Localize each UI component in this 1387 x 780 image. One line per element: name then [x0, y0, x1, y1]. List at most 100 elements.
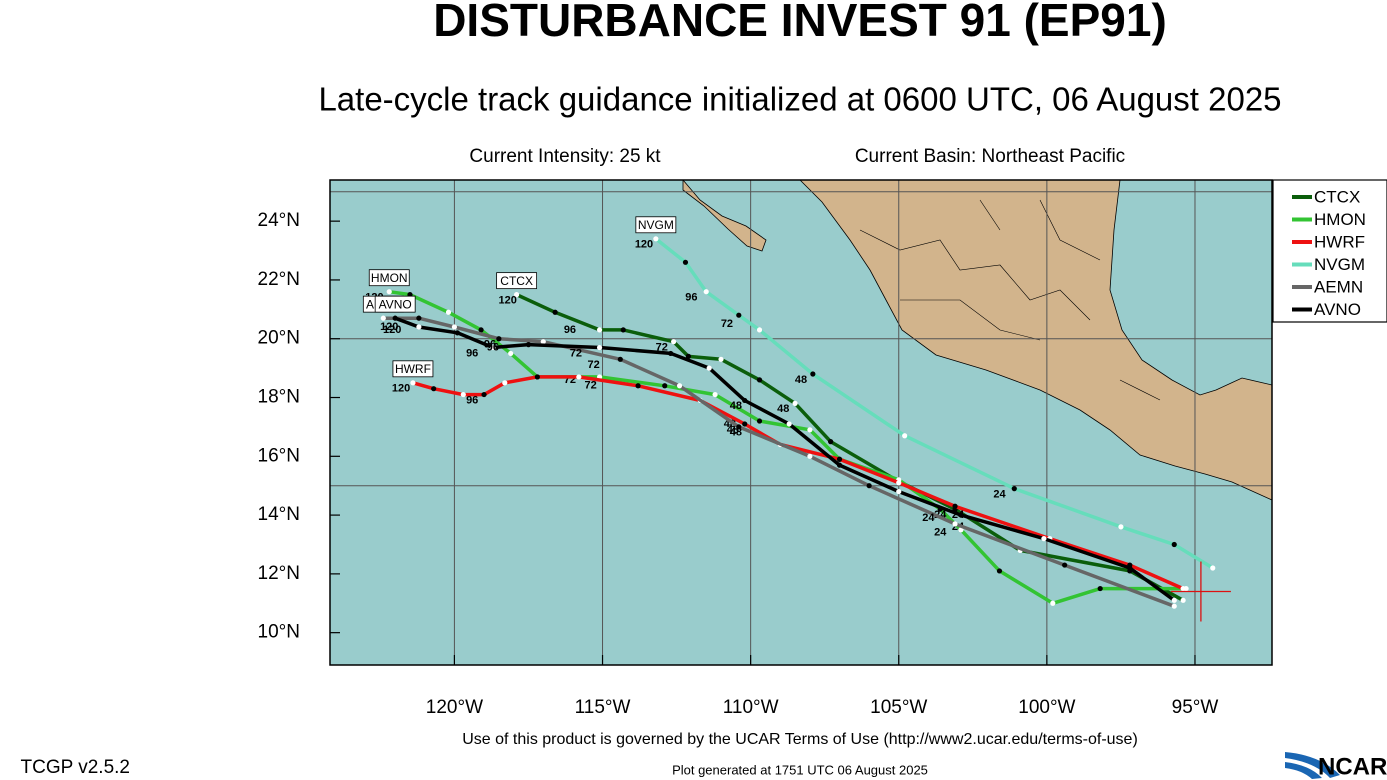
hour-label: 24: [993, 488, 1006, 500]
track-tag-box: [374, 295, 416, 313]
track-tag: CTCX: [500, 274, 533, 288]
track-point: [460, 391, 466, 398]
track-point: [635, 383, 641, 389]
track-point: [525, 342, 532, 348]
version: TCGP v2.5.2: [21, 757, 130, 778]
track-tag: HWRF: [395, 362, 431, 376]
track-tag-box: [635, 216, 677, 234]
track-point: [756, 418, 763, 424]
track-point: [552, 309, 558, 315]
track-line: [394, 316, 1176, 602]
hour-label: 120: [499, 294, 517, 306]
hour-label: 24: [934, 527, 947, 539]
generated: Plot generated at 1751 UTC 06 August 202…: [672, 762, 928, 777]
track-point: [756, 327, 763, 333]
hour-label: 120: [380, 321, 398, 333]
track-tag-box: [368, 269, 410, 287]
hour-label: 96: [466, 347, 478, 359]
x-tick-label: 120°W: [426, 697, 483, 718]
x-tick-label: 110°W: [723, 697, 779, 718]
track-point: [576, 374, 582, 380]
track-point: [807, 427, 813, 433]
x-tick-label: 115°W: [575, 697, 631, 718]
hour-label: 96: [487, 341, 499, 353]
track-tag-box: [392, 360, 434, 378]
land: [682, 180, 767, 252]
track-point: [952, 503, 958, 509]
track-point: [828, 439, 834, 445]
y-tick-label: 24°N: [258, 210, 300, 231]
hour-label: 72: [585, 380, 597, 392]
track-point: [1041, 536, 1047, 542]
hour-label: 120: [383, 324, 401, 336]
track-point: [617, 356, 623, 362]
track-point: [534, 374, 540, 380]
track-point: [596, 344, 603, 351]
track-tag-box: [496, 272, 538, 290]
track-point: [662, 383, 668, 389]
track-point: [380, 315, 386, 321]
hour-label: 48: [730, 400, 742, 412]
logo-swoosh: [1285, 752, 1340, 779]
track-point: [620, 327, 626, 333]
x-tick-label: 95°W: [1172, 697, 1219, 718]
intensity: Current Intensity: 25 kt: [469, 146, 661, 167]
track-point: [1050, 600, 1056, 606]
legend-label: HWRF: [1314, 232, 1365, 251]
track-point: [996, 568, 1003, 574]
track-point: [703, 289, 709, 295]
hour-label: 96: [685, 291, 697, 303]
track-point: [1180, 597, 1186, 603]
track-point: [736, 424, 742, 430]
track-point: [496, 336, 502, 342]
hour-label: 120: [392, 383, 410, 395]
track-point: [514, 292, 520, 298]
y-tick-label: 14°N: [258, 504, 300, 525]
track-point: [416, 324, 422, 330]
track-point: [896, 488, 902, 495]
track-tag: HMON: [371, 271, 408, 285]
y-tick-label: 10°N: [258, 622, 300, 643]
title: DISTURBANCE INVEST 91 (EP91): [433, 0, 1167, 46]
track-point: [807, 453, 813, 459]
track-point: [540, 339, 546, 345]
track-point: [792, 400, 798, 406]
track-point: [756, 377, 763, 383]
map-area: 120 96 72 48 24 CTCX 120 96 72 48 24 HMON 120 96 72 48 2…: [330, 180, 1272, 665]
y-tick-label: 22°N: [258, 269, 300, 290]
track-point: [896, 480, 902, 486]
track-point: [712, 391, 718, 398]
track-point: [1011, 486, 1017, 492]
track-point: [902, 433, 908, 439]
hour-label: 48: [795, 374, 807, 386]
track-point: [866, 483, 872, 489]
hour-label: 96: [466, 394, 478, 406]
track-point: [451, 324, 458, 330]
track-point: [1171, 541, 1177, 548]
subtitle: Late-cycle track guidance initialized at…: [318, 81, 1281, 118]
terms: Use of this product is governed by the U…: [462, 731, 1138, 748]
track-point: [478, 327, 484, 333]
track-point: [836, 456, 843, 462]
x-tick-label: 105°W: [870, 697, 927, 718]
track-point: [508, 350, 514, 357]
track-tag: AVNO: [379, 297, 412, 311]
y-tick-label: 12°N: [258, 563, 300, 584]
track-point: [386, 289, 392, 295]
track-point: [668, 350, 674, 357]
track-point: [952, 521, 958, 527]
map-frame: [329, 179, 1273, 666]
track-point: [706, 365, 712, 371]
track-point: [445, 309, 452, 315]
track-point: [1210, 565, 1216, 571]
track-point: [1127, 565, 1133, 571]
legend-label: CTCX: [1314, 187, 1360, 206]
track-point: [392, 315, 398, 321]
y-tick-label: 18°N: [258, 387, 300, 408]
track-point: [481, 391, 487, 398]
track-point: [742, 421, 748, 427]
track-point: [410, 380, 416, 386]
track-point: [671, 339, 677, 345]
borders: [859, 199, 1161, 401]
